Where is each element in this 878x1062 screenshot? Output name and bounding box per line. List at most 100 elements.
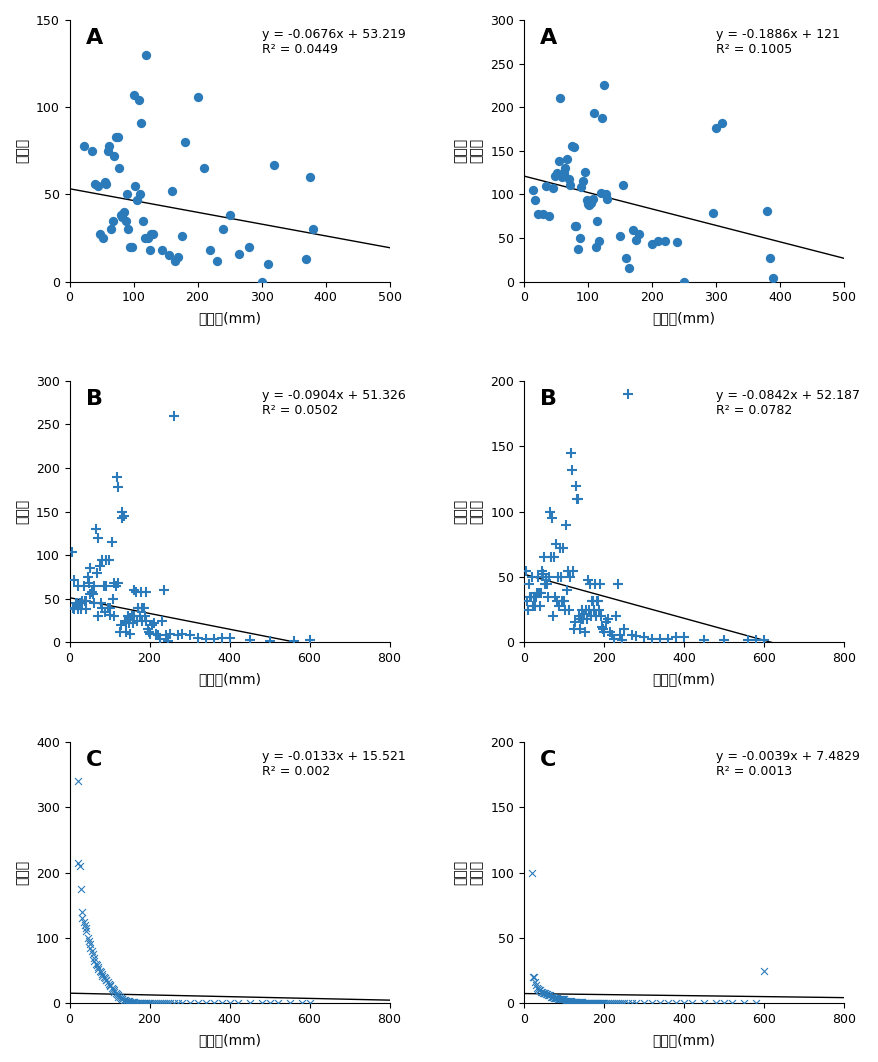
- Point: [652, 630, 666, 647]
- Point: [138, 229, 152, 246]
- Point: [534, 562, 548, 579]
- Point: [126, 994, 140, 1011]
- Point: [580, 195, 594, 212]
- Text: y = -0.0676x + 53.219
R² = 0.0449: y = -0.0676x + 53.219 R² = 0.0449: [262, 28, 405, 56]
- Point: [214, 630, 228, 647]
- Point: [103, 599, 117, 616]
- Point: [600, 190, 614, 207]
- Point: [529, 584, 543, 601]
- Point: [119, 615, 133, 632]
- Point: [128, 583, 142, 600]
- X-axis label: 강수량(mm): 강수량(mm): [198, 672, 261, 686]
- Point: [136, 994, 150, 1011]
- Point: [579, 995, 594, 1012]
- Point: [144, 617, 158, 634]
- Point: [121, 993, 135, 1010]
- Point: [170, 995, 184, 1012]
- Point: [120, 186, 134, 203]
- Point: [130, 994, 144, 1011]
- Point: [592, 995, 606, 1012]
- Point: [90, 957, 104, 974]
- Point: [114, 990, 128, 1007]
- Point: [77, 593, 91, 610]
- Point: [90, 564, 104, 581]
- Point: [562, 176, 576, 193]
- Y-axis label: 발생수: 발생수: [15, 138, 29, 164]
- Point: [587, 601, 601, 618]
- Point: [585, 593, 599, 610]
- X-axis label: 강수량(mm): 강수량(mm): [651, 1033, 715, 1047]
- Point: [614, 631, 628, 648]
- Point: [532, 597, 546, 614]
- Point: [126, 615, 140, 632]
- Point: [109, 129, 123, 145]
- Point: [222, 995, 236, 1012]
- Point: [302, 995, 316, 1012]
- Point: [651, 233, 665, 250]
- Point: [120, 607, 134, 624]
- Point: [144, 226, 158, 243]
- Point: [551, 597, 565, 614]
- Point: [133, 994, 148, 1011]
- Point: [206, 995, 220, 1012]
- Point: [122, 610, 136, 627]
- Point: [170, 627, 184, 644]
- Point: [551, 991, 565, 1008]
- Point: [571, 241, 585, 258]
- Point: [102, 551, 116, 568]
- Point: [121, 221, 135, 238]
- Point: [526, 588, 540, 605]
- Point: [620, 386, 634, 402]
- Text: B: B: [85, 389, 103, 409]
- Point: [255, 273, 269, 290]
- Point: [110, 986, 124, 1003]
- Point: [556, 539, 570, 556]
- Text: y = -0.0133x + 15.521
R² = 0.002: y = -0.0133x + 15.521 R² = 0.002: [262, 750, 405, 777]
- Point: [581, 601, 595, 618]
- Point: [83, 936, 97, 953]
- Point: [529, 979, 543, 996]
- Point: [106, 981, 120, 998]
- Point: [590, 593, 604, 610]
- Point: [569, 490, 583, 507]
- Point: [112, 575, 126, 592]
- Point: [581, 196, 595, 213]
- Point: [612, 995, 626, 1012]
- Point: [78, 920, 92, 937]
- Point: [549, 593, 563, 610]
- Point: [668, 995, 682, 1012]
- Point: [560, 992, 574, 1009]
- Point: [302, 631, 316, 648]
- Point: [602, 995, 616, 1012]
- Point: [91, 177, 105, 194]
- Point: [565, 562, 579, 579]
- Point: [615, 176, 630, 193]
- Point: [576, 995, 590, 1012]
- Point: [118, 612, 132, 629]
- Point: [604, 995, 618, 1012]
- Point: [548, 990, 562, 1007]
- Point: [530, 568, 544, 585]
- Point: [76, 593, 90, 610]
- Point: [158, 627, 172, 644]
- Point: [100, 974, 114, 991]
- Point: [148, 995, 162, 1012]
- Point: [210, 252, 224, 269]
- Point: [529, 588, 543, 605]
- Point: [568, 477, 582, 494]
- Point: [136, 212, 150, 229]
- Point: [558, 159, 572, 176]
- Point: [152, 995, 166, 1012]
- Point: [128, 994, 142, 1011]
- Point: [71, 601, 85, 618]
- Point: [76, 137, 90, 154]
- Point: [588, 238, 602, 255]
- Point: [84, 943, 98, 960]
- Point: [282, 995, 296, 1012]
- Point: [536, 984, 550, 1001]
- Point: [175, 227, 189, 244]
- Point: [156, 582, 170, 599]
- Point: [76, 578, 90, 595]
- Point: [577, 164, 591, 181]
- Point: [91, 961, 105, 978]
